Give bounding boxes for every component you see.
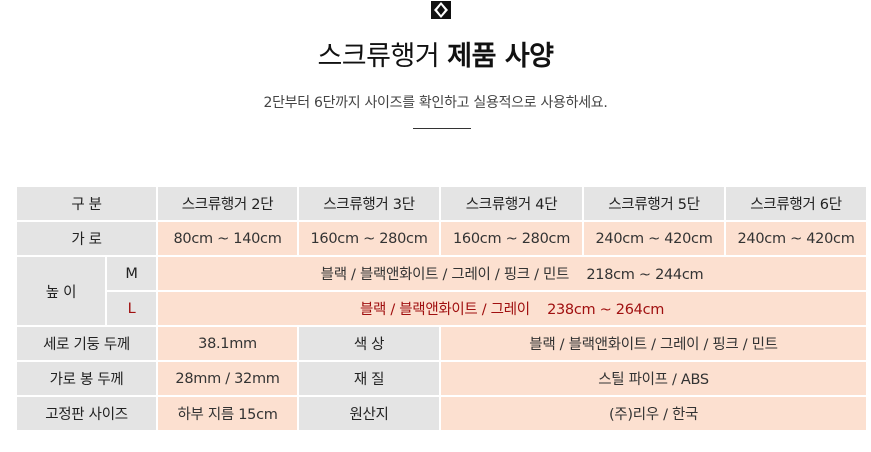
model-3: 스크류행거 3단 <box>299 187 440 220</box>
table-row: 가 로 80cm ~ 140cm 160cm ~ 280cm 160cm ~ 2… <box>17 222 867 255</box>
height-l-colors: 블랙 / 블랙앤화이트 / 그레이 <box>359 302 530 318</box>
pillar-label: 세로 기둥 두께 <box>17 327 157 360</box>
color-label: 색 상 <box>299 327 440 360</box>
table-row: L 블랙 / 블랙앤화이트 / 그레이 238cm ~ 264cm <box>17 292 867 325</box>
width-value-2: 80cm ~ 140cm <box>158 222 298 255</box>
table-row: 구 분 스크류행거 2단 스크류행거 3단 스크류행거 4단 스크류행거 5단 … <box>17 187 867 220</box>
width-value-6: 240cm ~ 420cm <box>726 222 867 255</box>
bar-label: 가로 봉 두께 <box>17 362 157 395</box>
pillar-value: 38.1mm <box>158 327 298 360</box>
fixing-value: 하부 지름 15cm <box>158 397 298 430</box>
page-subtitle: 2단부터 6단까지 사이즈를 확인하고 실용적으로 사용하세요. <box>263 95 608 111</box>
table-row: 가로 봉 두께 28mm / 32mm 재 질 스틸 파이프 / ABS <box>17 362 867 395</box>
size-l: L <box>107 292 157 325</box>
height-m-range: 218cm ~ 244cm <box>586 267 704 283</box>
model-5: 스크류행거 5단 <box>584 187 725 220</box>
material-label: 재 질 <box>299 362 440 395</box>
title-bold: 제품 사양 <box>447 41 554 72</box>
fixing-label: 고정판 사이즈 <box>17 397 157 430</box>
table-row: 고정판 사이즈 하부 지름 15cm 원산지 (주)리우 / 한국 <box>17 397 867 430</box>
width-value-5: 240cm ~ 420cm <box>584 222 725 255</box>
height-l-range: 238cm ~ 264cm <box>547 302 665 318</box>
origin-value: (주)리우 / 한국 <box>441 397 867 430</box>
height-label: 높 이 <box>17 257 105 325</box>
size-m: M <box>107 257 157 290</box>
model-2: 스크류행거 2단 <box>158 187 298 220</box>
bar-value: 28mm / 32mm <box>158 362 298 395</box>
division-label: 구 분 <box>17 187 157 220</box>
height-m-colors: 블랙 / 블랙앤화이트 / 그레이 / 핑크 / 민트 <box>320 267 570 283</box>
page-title: 스크류행거 제품 사양 <box>0 34 871 73</box>
width-value-3: 160cm ~ 280cm <box>299 222 440 255</box>
title-light: 스크류행거 <box>317 41 440 72</box>
table-row: 높 이 M 블랙 / 블랙앤화이트 / 그레이 / 핑크 / 민트 218cm … <box>17 257 867 325</box>
divider <box>413 128 471 129</box>
width-value-4: 160cm ~ 280cm <box>441 222 583 255</box>
diamond-knot-icon <box>431 1 451 19</box>
material-value: 스틸 파이프 / ABS <box>441 362 867 395</box>
model-4: 스크류행거 4단 <box>441 187 583 220</box>
width-label: 가 로 <box>17 222 157 255</box>
spec-table: 구 분 스크류행거 2단 스크류행거 3단 스크류행거 4단 스크류행거 5단 … <box>15 185 868 432</box>
model-6: 스크류행거 6단 <box>726 187 867 220</box>
table-row: 세로 기둥 두께 38.1mm 색 상 블랙 / 블랙앤화이트 / 그레이 / … <box>17 327 867 360</box>
color-value: 블랙 / 블랙앤화이트 / 그레이 / 핑크 / 민트 <box>441 327 867 360</box>
height-l-value: 블랙 / 블랙앤화이트 / 그레이 238cm ~ 264cm <box>158 292 867 325</box>
origin-label: 원산지 <box>299 397 440 430</box>
height-m-value: 블랙 / 블랙앤화이트 / 그레이 / 핑크 / 민트 218cm ~ 244c… <box>158 257 867 290</box>
